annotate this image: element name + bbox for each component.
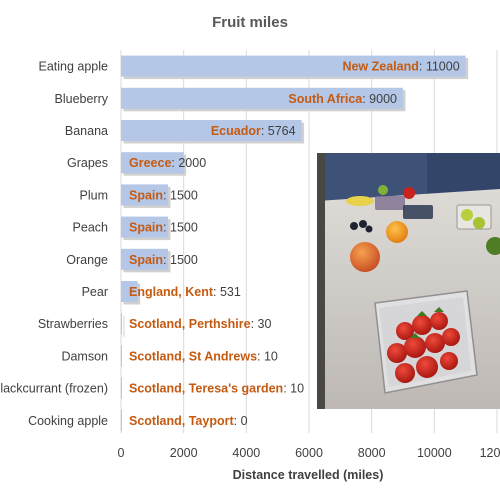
bar (121, 152, 184, 174)
category-label: Banana (65, 124, 108, 138)
data-label-origin: New Zealand (342, 60, 418, 74)
data-label-value: : 10 (257, 349, 278, 363)
category-label: Blackcurrant (frozen) (0, 382, 108, 396)
x-axis-label: Distance travelled (miles) (233, 468, 384, 482)
data-label-value: : 5764 (261, 124, 296, 138)
x-tick-label: 0 (118, 446, 125, 460)
data-label: Scotland, St Andrews: 10 (129, 349, 278, 363)
category-labels: Eating apple Blueberry Banana Grapes Plum Pea… (0, 60, 109, 428)
data-label-origin: Ecuador (211, 124, 261, 138)
data-label-value: : 11000 (419, 60, 460, 74)
x-tick-label: 2000 (170, 446, 198, 460)
data-label-origin: South Africa (288, 92, 363, 106)
chart-title: Fruit miles (212, 14, 288, 31)
data-label-origin: Spain (129, 221, 163, 235)
bar (121, 55, 466, 77)
data-label: Spain: 1500 (129, 221, 198, 235)
category-label: Damson (61, 349, 108, 363)
category-label: Pear (82, 285, 108, 299)
data-label-origin: Spain (129, 188, 163, 202)
data-label-value: : 1500 (163, 221, 198, 235)
data-label: Scotland, Perthshire: 30 (129, 317, 271, 331)
bar (121, 184, 168, 206)
data-label-value: : 531 (213, 285, 241, 299)
bar (121, 313, 122, 335)
data-label-value: : 2000 (171, 156, 206, 170)
bar (121, 120, 302, 141)
fruit-photo (317, 153, 500, 409)
data-label: Scotland, Teresa's garden: 10 (129, 382, 304, 396)
data-label: Ecuador: 5764 (211, 124, 296, 138)
data-label-value: : 10 (283, 382, 304, 396)
x-tick-label: 6000 (295, 446, 323, 460)
data-label: South Africa: 9000 (288, 92, 397, 106)
data-label-origin: Scotland, Tayport (129, 414, 234, 428)
data-label: Spain: 1500 (129, 188, 198, 202)
x-tick-labels: 0 2000 4000 6000 8000 10000 12000 (118, 446, 500, 460)
data-label-origin: Scotland, Teresa's garden (129, 382, 283, 396)
x-tick-label: 4000 (232, 446, 260, 460)
x-tick-label: 10000 (417, 446, 452, 460)
category-label: Cooking apple (28, 414, 108, 428)
data-label-origin: Greece (129, 156, 171, 170)
data-label: England, Kent: 531 (129, 285, 241, 299)
data-label-origin: Spain (129, 253, 163, 267)
bars: New Zealand: 11000 South Africa: 9000 Ecua… (121, 55, 469, 431)
data-label: Spain: 1500 (129, 253, 198, 267)
category-label: Orange (66, 253, 108, 267)
bar (121, 345, 122, 367)
category-label: Grapes (67, 156, 108, 170)
data-label-value: : 30 (251, 317, 272, 331)
data-label-value: : 9000 (362, 92, 397, 106)
category-label: Peach (73, 221, 108, 235)
bar-shadow (123, 315, 125, 337)
data-label-value: : 0 (234, 414, 248, 428)
category-label: Strawberries (38, 317, 108, 331)
data-label: Scotland, Tayport: 0 (129, 414, 248, 428)
x-tick-label: 12000 (480, 446, 500, 460)
data-label: Greece: 2000 (129, 156, 206, 170)
x-tick-label: 8000 (358, 446, 386, 460)
data-label-origin: England, Kent (129, 285, 214, 299)
bar (121, 377, 122, 399)
category-label: Eating apple (38, 60, 108, 74)
bar (121, 248, 168, 270)
bar (121, 281, 138, 302)
data-label-origin: Scotland, St Andrews (129, 349, 257, 363)
bar (121, 216, 168, 238)
data-label-value: : 1500 (163, 188, 198, 202)
data-label-origin: Scotland, Perthshire (129, 317, 251, 331)
data-label-value: : 1500 (163, 253, 198, 267)
data-label: New Zealand: 11000 (342, 60, 459, 74)
category-label: Plum (80, 188, 108, 202)
bar (121, 87, 403, 109)
bar (121, 409, 122, 431)
category-label: Blueberry (55, 92, 109, 106)
